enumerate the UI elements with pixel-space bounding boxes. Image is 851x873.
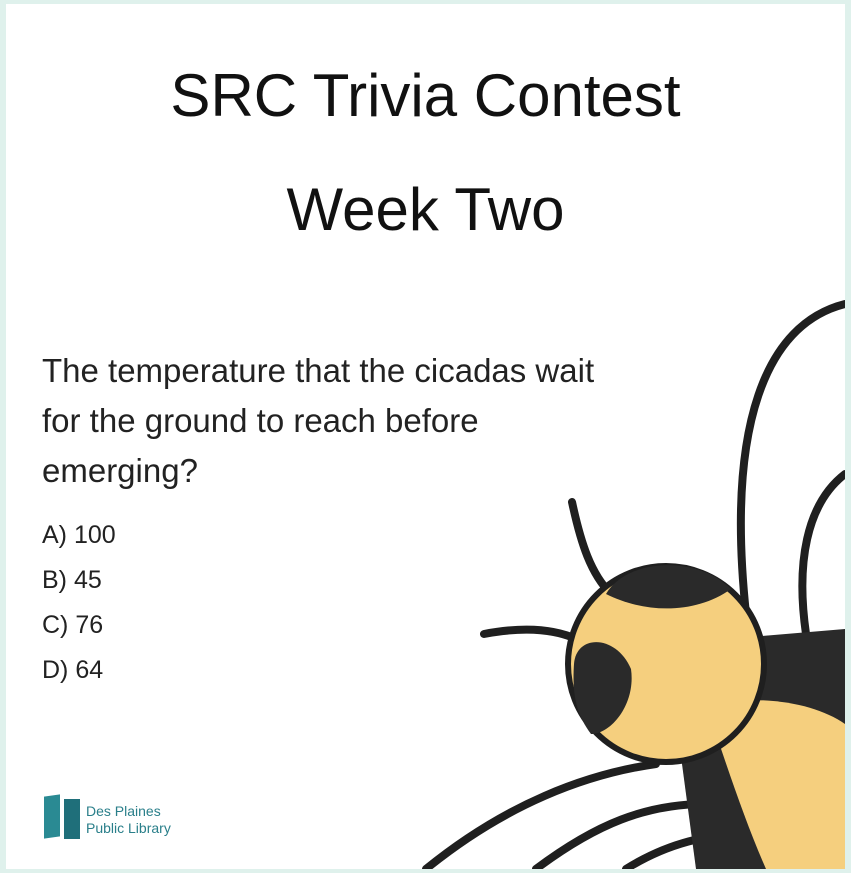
question-line: for the ground to reach before xyxy=(42,404,479,437)
title: Week Two xyxy=(6,180,845,240)
answer-option: B) 45 xyxy=(42,568,102,593)
antenna xyxy=(572,502,611,594)
answer-option: C) 76 xyxy=(42,613,103,638)
logo-icon xyxy=(44,794,80,839)
wing-line xyxy=(802,474,845,634)
question-line: emerging? xyxy=(42,454,198,487)
answer-option: D) 64 xyxy=(42,658,103,683)
leg xyxy=(536,804,706,869)
answer-option: A) 100 xyxy=(42,523,116,548)
question-line: The temperature that the cicadas wait xyxy=(42,354,594,387)
logo-text: Public Library xyxy=(86,821,171,835)
logo-text: Des Plaines xyxy=(86,804,161,818)
page: {"header": {"title_lines": ["SRC Trivia … xyxy=(0,0,851,873)
poster: SRC Trivia Contest Week Two The temperat… xyxy=(6,4,845,869)
title: SRC Trivia Contest xyxy=(6,66,845,126)
wing-line xyxy=(741,304,845,614)
